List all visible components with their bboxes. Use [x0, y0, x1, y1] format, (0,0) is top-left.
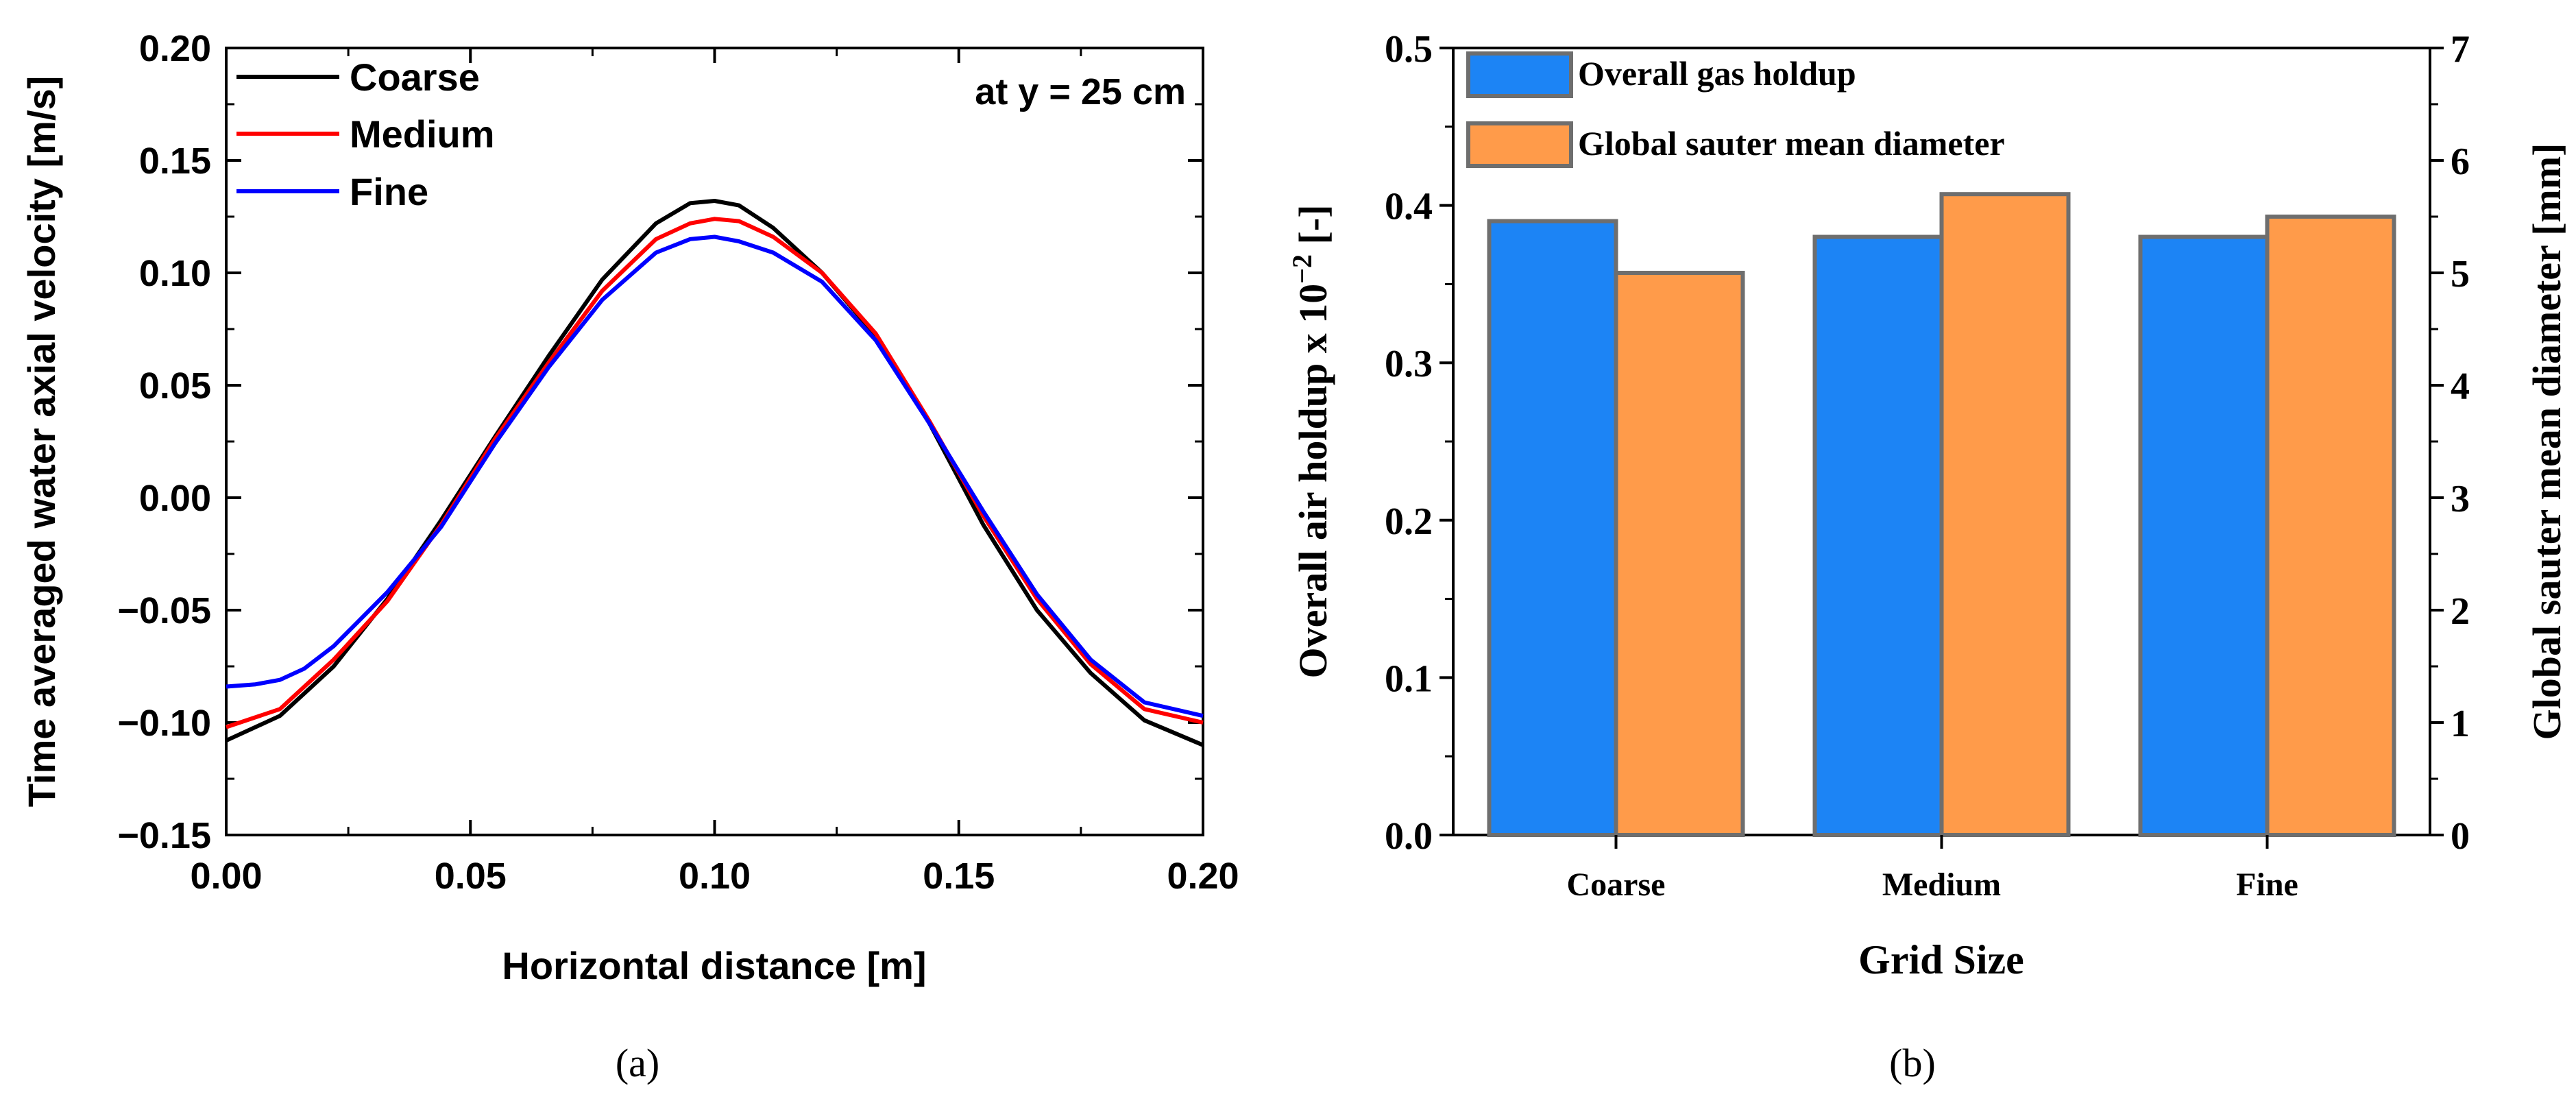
y-tick-label: −0.05 — [117, 590, 211, 631]
panel-b-bar-chart: 0.0 0.1 0.2 0.3 0.4 0.5 0 1 2 3 4 5 6 7 Coarse Medium… — [1287, 28, 2569, 1085]
left-y-label-main: Overall air holdup x 10 — [1291, 284, 1335, 679]
right-y-tick-label: 6 — [2451, 141, 2470, 183]
right-y-tick-label: 7 — [2451, 28, 2470, 71]
y-tick-label: 0.00 — [139, 478, 211, 519]
left-y-label-exponent: −2 — [1287, 254, 1317, 284]
panel-b-caption: (b) — [1889, 1041, 1936, 1085]
y-tick-label: 0.10 — [139, 253, 211, 294]
series-line-coarse — [225, 199, 1204, 747]
panel-a-x-ticks: 0.00 0.05 0.10 0.15 0.20 — [190, 48, 1239, 897]
panel-a-caption: (a) — [616, 1041, 659, 1085]
panel-a-series-lines — [225, 199, 1204, 747]
bar-coarse-overall-gas-holdup — [1487, 219, 1618, 837]
legend-label-fine: Fine — [350, 170, 428, 213]
left-y-tick-label: 0.1 — [1385, 657, 1433, 700]
x-tick-label: 0.00 — [190, 856, 262, 897]
y-tick-label: 0.05 — [139, 365, 211, 407]
panel-a-line-chart: 0.00 0.05 0.10 0.15 0.20 −0.15−0.10−0.050.00… — [20, 28, 1239, 1085]
left-y-tick-label: 0.3 — [1385, 343, 1433, 385]
category-label-medium: Medium — [1882, 867, 2001, 903]
y-tick-label: 0.20 — [139, 28, 211, 69]
right-y-tick-label: 2 — [2451, 590, 2470, 633]
category-label-fine: Fine — [2236, 867, 2298, 903]
panel-a-x-axis-label: Horizontal distance [m] — [502, 944, 926, 987]
panel-a-plot-frame — [225, 47, 1204, 836]
panel-b-legend: Overall gas holdup Global sauter mean di… — [1466, 51, 2005, 168]
x-tick-label: 0.20 — [1167, 856, 1239, 897]
right-y-tick-label: 0 — [2451, 815, 2470, 858]
category-label-coarse: Coarse — [1567, 867, 1666, 903]
panel-a-y-axis-label: Time averaged water axial velocity [m/s] — [20, 76, 63, 808]
y-tick-label: −0.10 — [117, 703, 211, 744]
x-tick-label: 0.05 — [435, 856, 507, 897]
legend-swatch-sauter-diameter — [1466, 121, 1573, 168]
panel-b-right-y-axis-label: Global sauter mean diameter [mm] — [2525, 143, 2569, 740]
left-y-label-unit: [-] — [1291, 204, 1335, 254]
panel-b-bars — [1487, 192, 2396, 837]
bar-coarse-global-sauter-mean-diameter — [1614, 271, 1745, 837]
legend-label-medium: Medium — [350, 112, 495, 156]
x-tick-label: 0.15 — [923, 856, 995, 897]
panel-b-right-y-ticks: 0 1 2 3 4 5 6 7 — [2430, 28, 2470, 858]
left-y-tick-label: 0.0 — [1385, 815, 1433, 858]
right-y-tick-label: 5 — [2451, 253, 2470, 295]
legend-label-gas-holdup: Overall gas holdup — [1578, 54, 1856, 93]
right-y-tick-label: 4 — [2451, 365, 2470, 408]
right-y-tick-label: 1 — [2451, 703, 2470, 745]
bar-medium-global-sauter-mean-diameter — [1939, 192, 2071, 837]
legend-swatch-gas-holdup — [1466, 51, 1573, 98]
bar-medium-overall-gas-holdup — [1812, 234, 1944, 837]
panel-a-annotation: at y = 25 cm — [975, 71, 1186, 112]
panel-a-y-ticks: −0.15 −0.10 −0.05 0.00 0.05 0.10 0.15 0.20 — [117, 28, 1203, 856]
left-y-tick-label: 0.4 — [1385, 186, 1433, 228]
y-tick-label: −0.15 — [117, 815, 211, 856]
left-y-tick-label: 0.5 — [1385, 28, 1433, 71]
right-y-tick-label: 3 — [2451, 478, 2470, 520]
legend-label-sauter-diameter: Global sauter mean diameter — [1578, 124, 2005, 162]
legend-label-coarse: Coarse — [350, 56, 480, 99]
y-tick-label: 0.15 — [139, 141, 211, 182]
panel-b-left-y-ticks: 0.0 0.1 0.2 0.3 0.4 0.5 — [1385, 28, 1453, 858]
panel-b-x-axis-label: Grid Size — [1858, 937, 2024, 982]
left-y-tick-label: 0.2 — [1385, 500, 1433, 543]
x-tick-label: 0.10 — [679, 856, 751, 897]
series-line-medium — [226, 217, 1204, 729]
panel-b-left-y-axis-label: Overall air holdup x 10−2 [-] — [1287, 204, 1335, 678]
series-line-fine — [226, 234, 1204, 718]
bar-fine-overall-gas-holdup — [2138, 234, 2270, 837]
bar-fine-global-sauter-mean-diameter — [2265, 215, 2396, 837]
panel-b-x-ticks: Coarse Medium Fine — [1567, 835, 2298, 903]
panel-a-legend: Coarse Medium Fine — [236, 56, 495, 213]
